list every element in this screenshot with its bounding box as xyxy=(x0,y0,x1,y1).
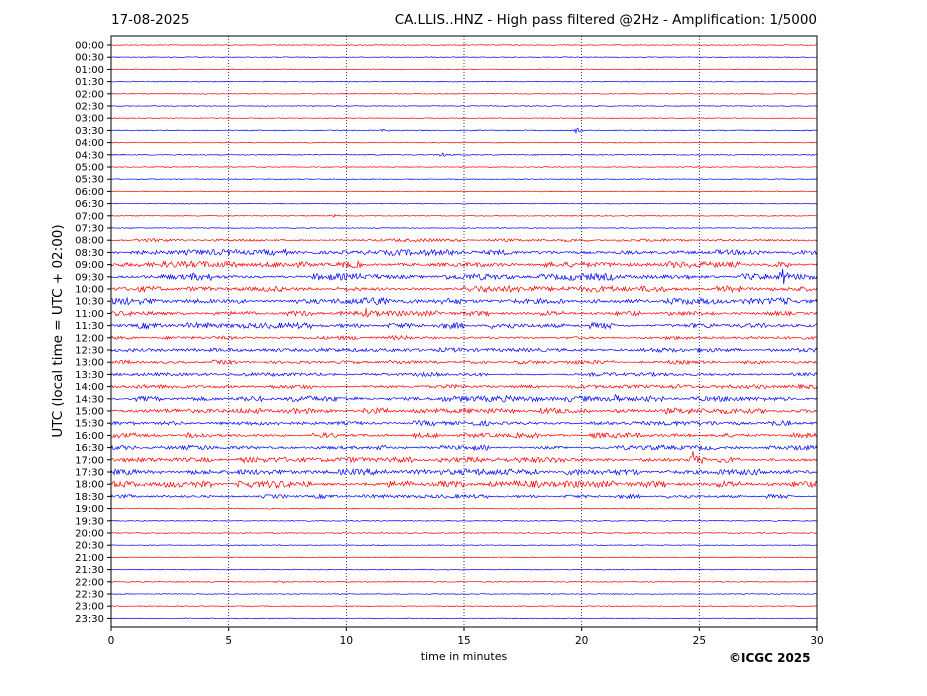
y-tick-label: 05:30 xyxy=(75,175,104,186)
x-axis-label: time in minutes xyxy=(420,650,508,663)
trace-0400 xyxy=(110,141,818,144)
y-tick-label: 23:00 xyxy=(75,602,104,613)
y-tick-label: 11:30 xyxy=(75,321,104,332)
y-tick-label: 10:30 xyxy=(75,297,104,308)
y-tick-label: 01:00 xyxy=(75,65,104,76)
y-tick-label: 12:00 xyxy=(75,333,104,344)
y-tick-label: 13:30 xyxy=(75,370,104,381)
chart-title: CA.LLIS..HNZ - High pass filtered @2Hz -… xyxy=(394,12,817,28)
y-tick-label: 03:30 xyxy=(75,126,104,137)
trace-0630 xyxy=(110,202,818,205)
y-tick-label: 11:00 xyxy=(75,309,104,320)
x-tick-label: 20 xyxy=(575,635,588,647)
y-tick-label: 19:30 xyxy=(75,516,104,527)
plot-frame xyxy=(110,35,818,628)
y-tick-label: 19:00 xyxy=(75,504,104,515)
y-tick-label: 05:00 xyxy=(75,163,104,174)
y-tick-label: 14:00 xyxy=(75,382,104,393)
trace-0600 xyxy=(110,190,818,193)
y-tick-label: 15:00 xyxy=(75,407,104,418)
trace-0430 xyxy=(110,152,818,157)
trace-2030 xyxy=(110,544,818,546)
y-tick-label: 16:00 xyxy=(75,431,104,442)
y-tick-label: 00:00 xyxy=(75,41,104,52)
x-tick-label: 10 xyxy=(340,635,353,647)
y-tick-label: 07:30 xyxy=(75,224,104,235)
x-tick-label: 0 xyxy=(108,635,115,647)
trace-2100 xyxy=(110,556,818,559)
x-tick-label: 30 xyxy=(810,635,823,647)
trace-0700 xyxy=(111,213,818,218)
y-tick-label: 14:30 xyxy=(75,394,104,405)
y-tick-label: 13:00 xyxy=(75,358,104,369)
trace-2130 xyxy=(110,568,818,571)
vertical-gridlines xyxy=(228,36,700,627)
y-tick-label: 00:30 xyxy=(75,53,104,64)
y-tick-label: 02:30 xyxy=(75,102,104,113)
y-tick-label: 10:00 xyxy=(75,285,104,296)
trace-1900 xyxy=(111,507,818,510)
trace-0330 xyxy=(110,127,817,135)
y-tick-label: 03:00 xyxy=(75,114,104,125)
x-axis-ticks: 0 5 10 15 20 25 30 xyxy=(108,627,824,647)
y-tick-label: 06:00 xyxy=(75,187,104,198)
trace-2000 xyxy=(110,532,818,534)
y-tick-label: 22:30 xyxy=(75,590,104,601)
y-tick-label: 08:30 xyxy=(75,248,104,259)
trace-0500 xyxy=(110,166,818,168)
trace-1930 xyxy=(110,519,818,522)
y-tick-label: 21:00 xyxy=(75,553,104,564)
trace-1100 xyxy=(110,308,818,318)
y-tick-label: 04:00 xyxy=(75,138,104,149)
trace-1200 xyxy=(110,334,818,341)
y-tick-label: 08:00 xyxy=(75,236,104,247)
trace-1430 xyxy=(110,393,818,403)
y-axis-label: UTC (local time = UTC + 02:00) xyxy=(50,224,66,438)
y-tick-label: 16:30 xyxy=(75,443,104,454)
x-tick-label: 5 xyxy=(225,635,232,647)
y-tick-label: 09:00 xyxy=(75,260,104,271)
y-tick-label: 17:30 xyxy=(75,468,104,479)
seismic-traces xyxy=(110,44,818,620)
date-label: 17-08-2025 xyxy=(111,12,190,28)
y-tick-label: 18:00 xyxy=(75,480,104,491)
y-tick-label: 12:30 xyxy=(75,346,104,357)
trace-1830 xyxy=(110,493,818,500)
y-tick-label: 09:30 xyxy=(75,272,104,283)
y-tick-label: 15:30 xyxy=(75,419,104,430)
y-tick-label: 17:00 xyxy=(75,455,104,466)
y-tick-label: 23:30 xyxy=(75,614,104,625)
y-tick-label: 02:00 xyxy=(75,89,104,100)
y-tick-label: 07:00 xyxy=(75,211,104,222)
trace-0530 xyxy=(110,178,818,181)
x-tick-label: 15 xyxy=(457,635,470,647)
y-tick-label: 01:30 xyxy=(75,77,104,88)
trace-0300 xyxy=(110,117,818,120)
y-tick-label: 18:30 xyxy=(75,492,104,503)
trace-2200 xyxy=(110,580,818,584)
y-tick-label: 20:00 xyxy=(75,529,104,540)
y-tick-label: 22:00 xyxy=(75,577,104,588)
y-tick-label: 06:30 xyxy=(75,199,104,210)
y-tick-label: 20:30 xyxy=(75,541,104,552)
x-tick-label: 25 xyxy=(693,635,706,647)
trace-1400 xyxy=(110,383,818,390)
y-tick-label: 04:30 xyxy=(75,150,104,161)
copyright-label: ©ICGC 2025 xyxy=(729,651,811,665)
y-tick-label: 21:30 xyxy=(75,565,104,576)
